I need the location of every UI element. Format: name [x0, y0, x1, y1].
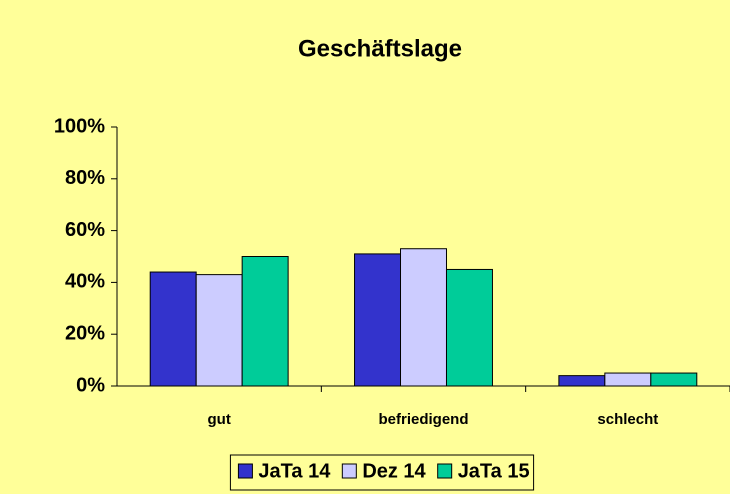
y-tick-label: 40%	[65, 271, 105, 293]
legend-swatch	[341, 463, 357, 479]
y-tick-label: 80%	[65, 167, 105, 189]
bar	[400, 248, 447, 387]
bar	[354, 253, 402, 387]
y-tick-label: 60%	[65, 219, 105, 241]
bar	[445, 268, 493, 387]
bar	[604, 372, 652, 387]
legend-swatch	[437, 463, 453, 479]
y-tick-label: 100%	[54, 115, 105, 137]
legend-label: JaTa 14	[258, 460, 331, 482]
y-tick-label: 0%	[76, 374, 105, 396]
legend-label: JaTa 15	[458, 460, 530, 482]
chart-title: Geschäftslage	[298, 35, 462, 62]
legend-swatch	[237, 463, 253, 479]
legend-label: Dez 14	[362, 460, 426, 482]
x-tick-label: befriedigend	[378, 411, 468, 428]
bar	[558, 375, 606, 387]
bar	[241, 256, 289, 387]
bar	[149, 271, 197, 387]
y-tick-label: 20%	[65, 322, 105, 344]
x-tick-label: gut	[208, 411, 231, 428]
bar	[650, 372, 698, 387]
legend-box	[229, 454, 535, 491]
x-tick-label: schlecht	[597, 411, 658, 428]
bar	[195, 274, 243, 387]
